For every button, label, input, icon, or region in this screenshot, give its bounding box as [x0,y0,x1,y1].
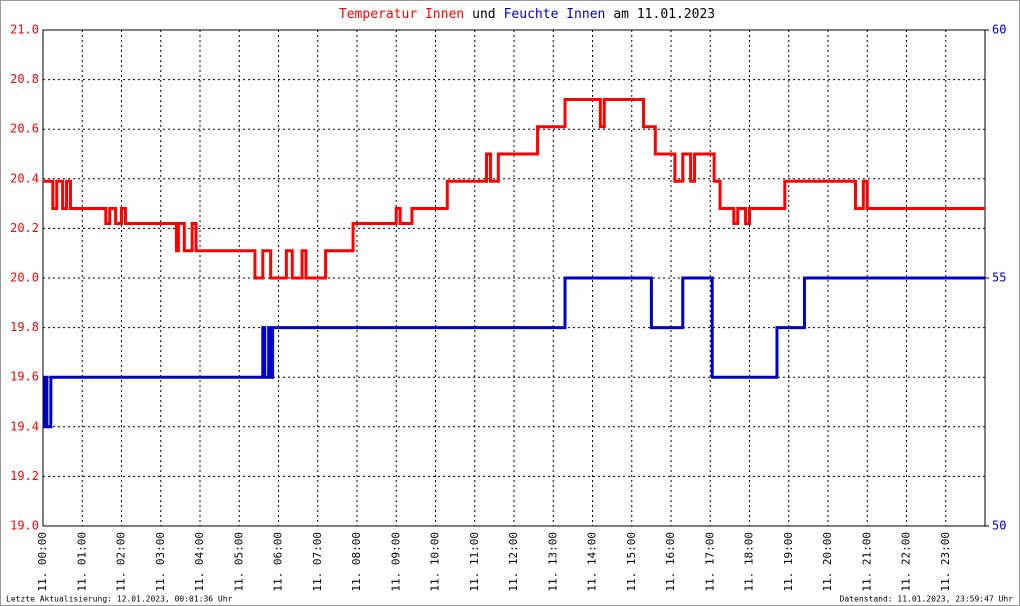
x-tick-label: 11. 13:00 [546,532,559,592]
x-tick-label: 11. 18:00 [743,532,756,592]
x-tick-label: 11. 00:00 [36,532,49,592]
y-tick-label: 21.0 [10,23,39,37]
y-tick-label: 20.6 [10,122,39,136]
x-tick-label: 11. 04:00 [193,532,206,592]
x-tick-label: 11. 10:00 [429,532,442,592]
footer-left: Letzte Aktualisierung: 12.01.2023, 00:01… [6,595,233,604]
x-tick-label: 11. 05:00 [232,532,245,592]
title-part: Temperatur Innen [339,7,464,22]
y-tick-label: 19.0 [10,519,39,533]
x-tick-label: 11. 12:00 [507,532,520,592]
title-part: am 11.01.2023 [613,7,715,22]
x-tick-label: 11. 01:00 [75,532,88,592]
footer-right: Datenstand: 11.01.2023, 23:59:47 Uhr [840,595,1014,604]
x-tick-label: 11. 20:00 [821,532,834,592]
y-tick-label: 20.2 [10,221,39,235]
y-tick-label: 20.4 [10,171,39,185]
y-tick-label: 20.0 [10,271,39,285]
title-part: Feuchte Innen [504,7,606,22]
y-tick-label: 19.8 [10,320,39,334]
y-tick-label: 19.6 [10,370,39,384]
x-tick-label: 11. 19:00 [782,532,795,592]
x-tick-label: 11. 22:00 [900,532,913,592]
y-tick-label: 19.2 [10,469,39,483]
y-tick-label: 20.8 [10,72,39,86]
chart-title: Temperatur Innen und Feuchte Innen am 11.01… [339,7,715,22]
y2-tick-label: 50 [992,519,1006,533]
x-tick-label: 11. 16:00 [664,532,677,592]
data-line [43,97,985,280]
x-tick-label: 11. 06:00 [272,532,285,592]
x-tick-label: 11. 15:00 [625,532,638,592]
x-tick-label: 11. 07:00 [311,532,324,592]
x-tick-label: 11. 17:00 [703,532,716,592]
x-tick-label: 11. 08:00 [350,532,363,592]
x-tick-label: 11. 02:00 [115,532,128,592]
x-tick-label: 11. 09:00 [389,532,402,592]
y2-tick-label: 55 [992,271,1006,285]
x-tick-label: 11. 14:00 [586,532,599,592]
y-tick-label: 19.4 [10,419,39,433]
y2-tick-label: 60 [992,23,1006,37]
x-tick-label: 11. 11:00 [468,532,481,592]
title-part: und [472,7,495,22]
x-tick-label: 11. 21:00 [860,532,873,592]
data-line [43,276,985,429]
x-tick-label: 11. 23:00 [939,532,952,592]
x-tick-label: 11. 03:00 [154,532,167,592]
